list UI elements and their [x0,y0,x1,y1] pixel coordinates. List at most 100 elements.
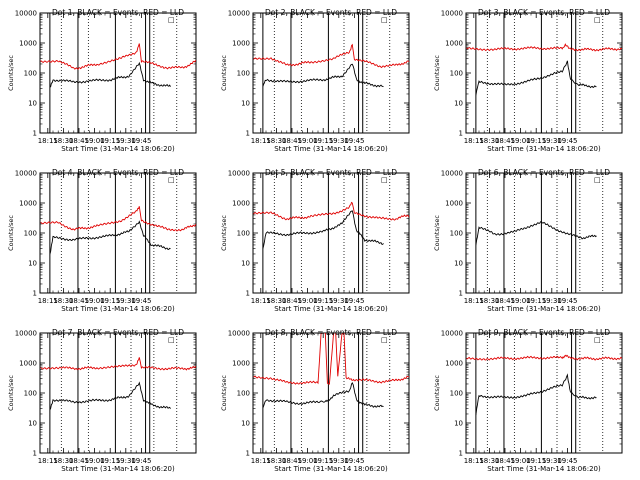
x-tick-label: 19:15 [526,457,546,465]
x-tick-label: 19:15 [526,137,546,145]
x-tick-label: 18:30 [266,137,286,145]
x-tick-label: 18:15 [38,297,58,305]
legend-marker: □ [168,176,175,184]
y-tick-label: 10000 [441,170,463,178]
y-tick-label: 1 [459,450,463,458]
x-tick-label: 19:00 [85,457,105,465]
panel-det-3: 1 10 100 1000 10000 18:1518:3018:4519:0019:15… [433,8,623,153]
axes-frame [39,332,197,454]
axes-frame [465,172,623,294]
panel-det-4: 1 10 100 1000 10000 18:1518:3018:4519:0019:15… [7,168,197,313]
x-tick-label: 19:15 [313,457,333,465]
y-tick-label: 100 [24,390,37,398]
panel-det-6: 1 10 100 1000 10000 18:1518:3018:4519:0019:15… [433,168,623,313]
y-axis-label: Counts/sec [220,215,228,251]
y-tick-label: 100 [450,230,463,238]
y-tick-label: 100 [450,70,463,78]
series-red-line [40,206,196,232]
y-tick-label: 1 [33,290,37,298]
x-tick-label: 18:15 [464,137,484,145]
panel-det-8: 1 10 100 1000 10000 18:1518:3018:4519:0019:15… [220,328,410,473]
x-tick-label: 19:30 [542,297,562,305]
x-tick-label: 19:30 [116,137,136,145]
x-tick-label: 19:30 [542,137,562,145]
x-tick-label: 18:30 [479,297,499,305]
series-black-line [49,220,171,255]
x-tick-label: 18:15 [464,297,484,305]
x-tick-label: 18:15 [464,457,484,465]
y-axis-label: Counts/sec [220,375,228,411]
y-tick-label: 10 [454,100,463,108]
x-tick-label: 18:45 [69,137,89,145]
x-tick-label: 18:45 [282,457,302,465]
y-tick-label: 10000 [15,330,37,338]
x-tick-label: 19:30 [542,457,562,465]
x-tick-label: 19:00 [298,137,318,145]
axes-frame [252,12,410,134]
series-red-line [253,201,409,221]
y-tick-label: 1000 [445,40,463,48]
y-tick-label: 10000 [15,10,37,18]
x-tick-label: 19:30 [329,457,349,465]
y-tick-label: 10 [241,260,250,268]
y-tick-label: 10000 [228,10,250,18]
series-red-line [253,333,409,385]
legend-marker: □ [168,336,175,344]
series-black-line [49,381,171,411]
x-tick-label: 19:45 [131,457,151,465]
axes-frame [465,12,623,134]
y-tick-label: 1000 [19,200,37,208]
y-tick-label: 1000 [19,360,37,368]
x-tick-label: 18:30 [266,297,286,305]
y-axis-label: Counts/sec [7,215,15,251]
panel-det-1: 1 10 100 1000 10000 18:1518:3018:4519:0019:15… [7,8,197,153]
x-tick-label: 18:30 [53,297,73,305]
legend-marker: □ [381,16,388,24]
axes-frame [252,172,410,294]
y-tick-label: 100 [24,230,37,238]
x-tick-label: 19:45 [344,457,364,465]
y-axis-label: Counts/sec [433,375,441,411]
series-red-line [253,43,409,69]
x-tick-label: 18:15 [251,457,271,465]
series-black-line [475,60,597,96]
x-axis-label: Start Time (31-Mar-14 18:06:20) [487,465,601,473]
x-tick-label: 18:15 [251,137,271,145]
y-tick-label: 10 [454,420,463,428]
legend-marker: □ [381,336,388,344]
x-tick-label: 18:15 [38,457,58,465]
y-tick-label: 10000 [441,10,463,18]
series-red-line [466,43,622,52]
x-axis-label: Start Time (31-Mar-14 18:06:20) [61,465,175,473]
x-tick-label: 18:45 [282,137,302,145]
y-tick-label: 10000 [441,330,463,338]
y-tick-label: 1 [459,290,463,298]
x-tick-label: 18:45 [495,137,515,145]
x-tick-label: 18:45 [69,457,89,465]
y-tick-label: 1 [459,130,463,138]
y-tick-label: 10000 [228,170,250,178]
x-tick-label: 19:00 [298,297,318,305]
x-tick-label: 19:30 [116,297,136,305]
x-tick-label: 19:45 [557,297,577,305]
x-axis-label: Start Time (31-Mar-14 18:06:20) [61,305,175,313]
x-tick-label: 19:45 [344,297,364,305]
y-tick-label: 1000 [19,40,37,48]
series-black-line [475,373,597,416]
x-tick-label: 18:30 [53,457,73,465]
x-tick-label: 19:45 [557,457,577,465]
y-axis-label: Counts/sec [7,375,15,411]
legend-marker: □ [594,176,601,184]
y-tick-label: 10 [454,260,463,268]
axes-frame [39,12,197,134]
panel-title: Det 6, BLACK = Events, RED = LLD [478,168,610,177]
x-tick-label: 19:15 [100,457,120,465]
y-tick-label: 100 [237,390,250,398]
series-black-line [49,61,171,88]
panel-title: Det 2, BLACK = Events, RED = LLD [265,8,397,17]
panel-det-9: 1 10 100 1000 10000 18:1518:3018:4519:0019:15… [433,328,623,473]
y-tick-label: 100 [237,230,250,238]
panel-det-7: 1 10 100 1000 10000 18:1518:3018:4519:0019:15… [7,328,197,473]
y-tick-label: 1000 [445,360,463,368]
x-tick-label: 19:00 [511,297,531,305]
